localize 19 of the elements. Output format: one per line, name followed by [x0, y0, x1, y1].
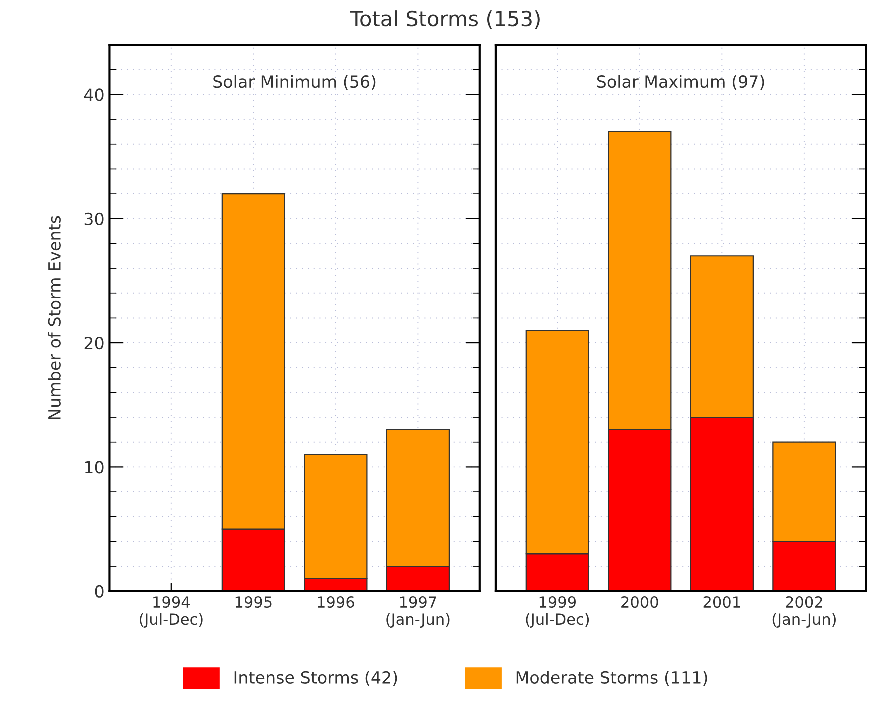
- x-tick-label: 2001: [704, 596, 740, 608]
- y-tick-label: 0: [95, 585, 104, 598]
- text: Solar Minimum (56): [214, 75, 376, 90]
- legend-label: Moderate Storms (111): [516, 671, 708, 686]
- x-tick-label: 1997 (Jan-Jun): [386, 596, 450, 628]
- y-tick-label: 30: [84, 212, 104, 226]
- x-tick-label: 1996: [318, 596, 354, 608]
- x-tick-label: 2002 (Jan-Jun): [772, 596, 836, 628]
- x-tick-label: 1999 (Jul-Dec): [526, 596, 590, 628]
- y-tick-label: 20: [84, 337, 104, 350]
- y-tick-label: 10: [85, 461, 104, 474]
- chart-title: Total Storms (153): [350, 10, 540, 30]
- x-tick-label: 1994 (Jul-Dec): [140, 596, 203, 628]
- x-tick-label: 1995: [236, 596, 272, 608]
- text: Solar Maximum (97): [597, 75, 764, 90]
- x-tick-label: 2000: [622, 596, 658, 608]
- y-tick-label: 40: [84, 88, 104, 102]
- y-axis-title: Number of Storm Events: [48, 216, 61, 420]
- legend-label: Intense Storms (42): [234, 671, 398, 686]
